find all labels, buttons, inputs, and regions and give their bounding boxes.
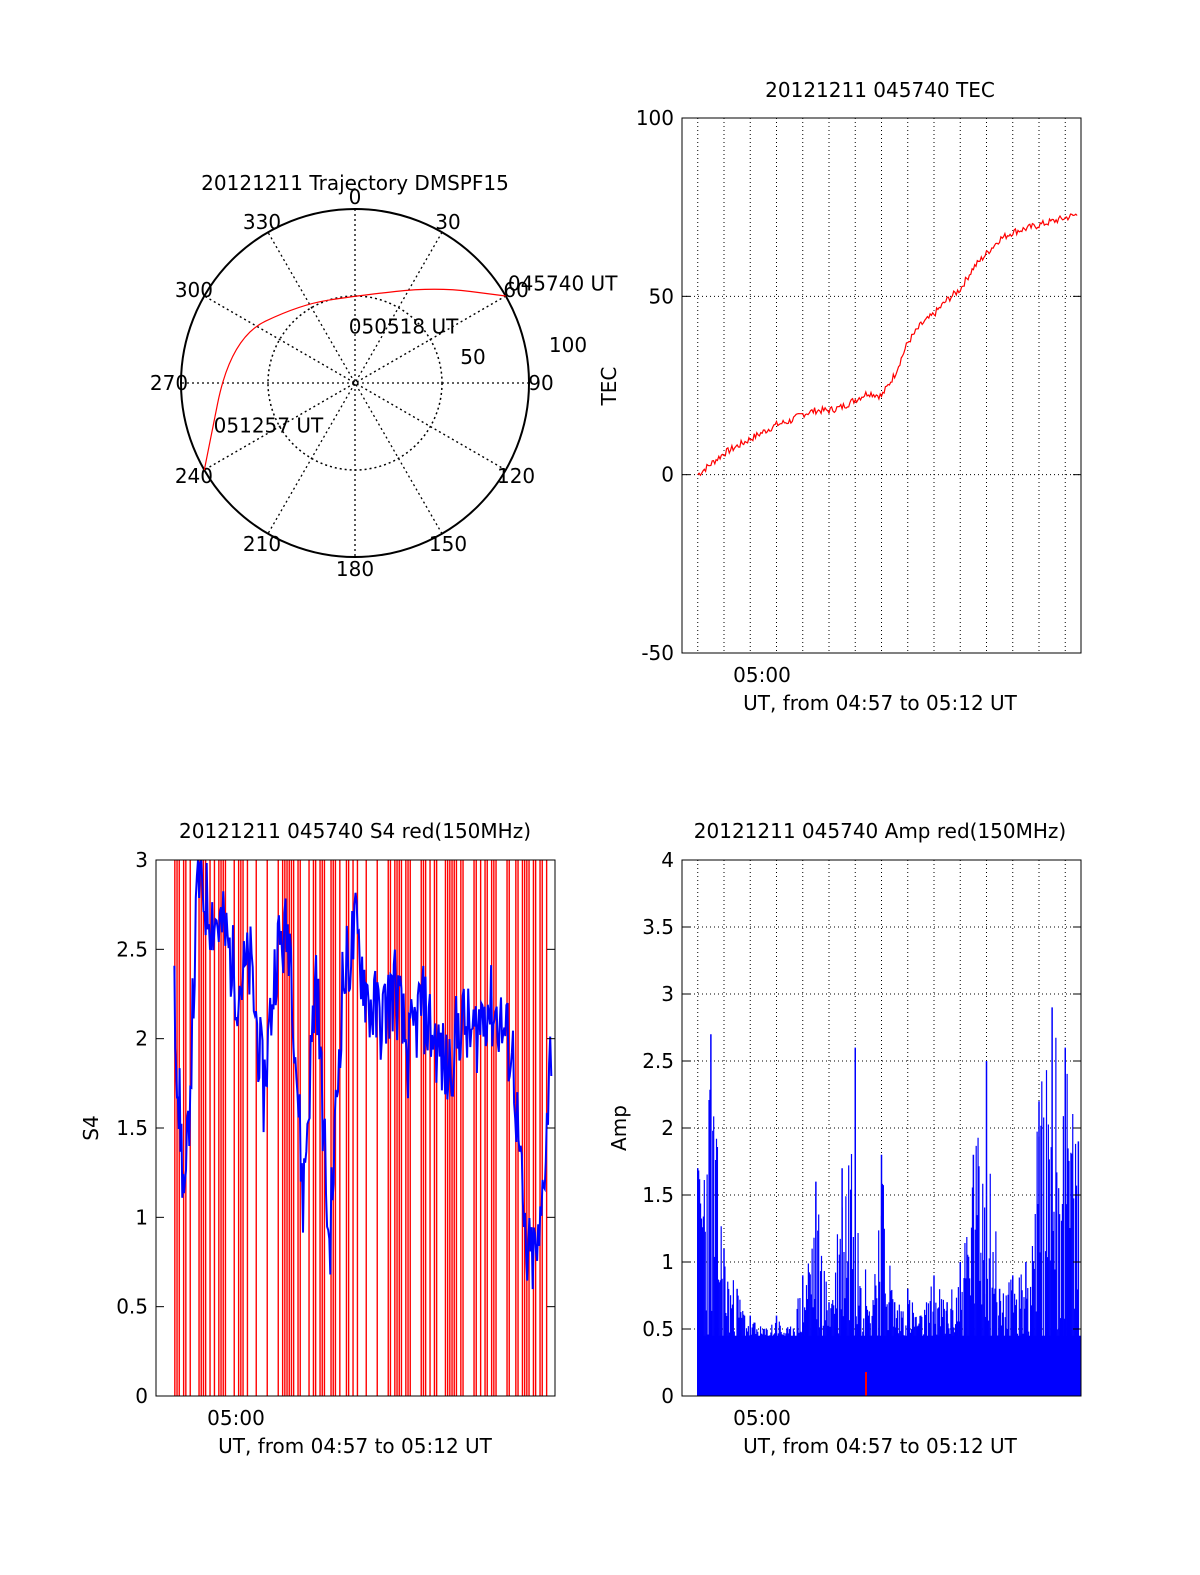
polar-title: 20121211 Trajectory DMSPF15 [201, 171, 509, 195]
tec-xlabel: UT, from 04:57 to 05:12 UT [743, 691, 1018, 715]
s4-title: 20121211 045740 S4 red(150MHz) [179, 819, 531, 843]
y-tick-label: 4 [661, 848, 674, 872]
polar-azimuth-label: 240 [175, 464, 213, 488]
polar-spokes [181, 209, 529, 557]
polar-time-annotation: 045740 UT [508, 271, 618, 295]
polar-azimuth-label: 330 [243, 210, 281, 234]
polar-azimuth-label: 180 [336, 557, 374, 581]
polar-trajectory-plot: 20121211 Trajectory DMSPF15 0 30 60 90 120 15… [150, 171, 618, 581]
tec-frame [681, 117, 1082, 654]
y-tick-label: 1.5 [116, 1116, 148, 1140]
polar-azimuth-label: 300 [175, 278, 213, 302]
tec-title: 20121211 045740 TEC [765, 78, 995, 102]
polar-time-annotation: 050518 UT [349, 315, 459, 339]
tec-series-line [697, 213, 1078, 477]
y-tick-label: 1.5 [642, 1183, 674, 1207]
polar-azimuth-label: 60 [503, 278, 528, 302]
tec-x-tick-label: 05:00 [733, 663, 791, 687]
s4-blue-series-line [173, 859, 553, 1290]
y-tick-label: 1 [661, 1250, 674, 1274]
amp-y-tick-labels: 4 3.5 3 2.5 2 1.5 1 0.5 0 [642, 848, 1081, 1408]
tec-y-tick-labels: 100 50 0 -50 [636, 106, 1081, 665]
polar-azimuth-label: 150 [429, 532, 467, 556]
amp-x-tick-label: 05:00 [733, 1406, 791, 1430]
s4-xlabel: UT, from 04:57 to 05:12 UT [218, 1434, 493, 1458]
tec-ylabel: TEC [597, 367, 621, 407]
amp-title: 20121211 045740 Amp red(150MHz) [694, 819, 1066, 843]
polar-spoke [267, 231, 443, 535]
y-tick-label: 1 [135, 1205, 148, 1229]
s4-y-tick-labels: 3 2.5 2 1.5 1 0.5 0 [116, 848, 555, 1408]
polar-annotations: 045740 UT 050518 UT 051257 UT [214, 271, 619, 437]
polar-azimuth-labels: 0 30 60 90 120 150 180 210 240 270 300 330 [150, 185, 554, 581]
y-tick-label: 2 [661, 1116, 674, 1140]
amp-xlabel: UT, from 04:57 to 05:12 UT [743, 1434, 1018, 1458]
y-tick-label: 0 [661, 1384, 674, 1408]
y-tick-label: 3 [661, 982, 674, 1006]
y-tick-label: 2 [135, 1027, 148, 1051]
amp-ylabel: Amp [607, 1105, 631, 1151]
polar-trajectory-line [203, 288, 506, 471]
polar-azimuth-label: 90 [528, 371, 553, 395]
polar-spoke [267, 231, 443, 535]
y-tick-label: 0 [135, 1384, 148, 1408]
y-tick-label: 0 [661, 463, 674, 487]
y-tick-label: 0.5 [642, 1317, 674, 1341]
tec-grid [682, 117, 1081, 654]
y-tick-label: -50 [641, 641, 674, 665]
polar-azimuth-label: 0 [349, 185, 362, 209]
polar-azimuth-label: 120 [497, 464, 535, 488]
s4-ylabel: S4 [79, 1115, 103, 1140]
y-tick-label: 2.5 [642, 1049, 674, 1073]
s4-red-spikes [174, 860, 548, 1396]
amp-blue-spikes [697, 1007, 1081, 1396]
y-tick-label: 2.5 [116, 937, 148, 961]
y-tick-label: 100 [636, 106, 674, 130]
s4-plot: 20121211 045740 S4 red(150MHz) 3 2.5 2 1.5 1… [79, 819, 556, 1458]
y-tick-label: 50 [649, 284, 674, 308]
polar-time-annotation: 051257 UT [214, 414, 324, 438]
polar-azimuth-label: 30 [435, 210, 460, 234]
polar-azimuth-label: 210 [243, 532, 281, 556]
s4-frame [155, 859, 556, 1397]
polar-radial-label-50: 50 [460, 345, 485, 369]
polar-azimuth-label: 270 [150, 371, 188, 395]
y-tick-label: 3 [135, 848, 148, 872]
s4-x-tick-label: 05:00 [207, 1406, 265, 1430]
polar-radial-label-100: 100 [549, 333, 587, 357]
amp-plot: 20121211 045740 Amp red(150MHz) 4 3.5 3 2.5… [607, 819, 1082, 1458]
y-tick-label: 0.5 [116, 1295, 148, 1319]
y-tick-label: 3.5 [642, 915, 674, 939]
